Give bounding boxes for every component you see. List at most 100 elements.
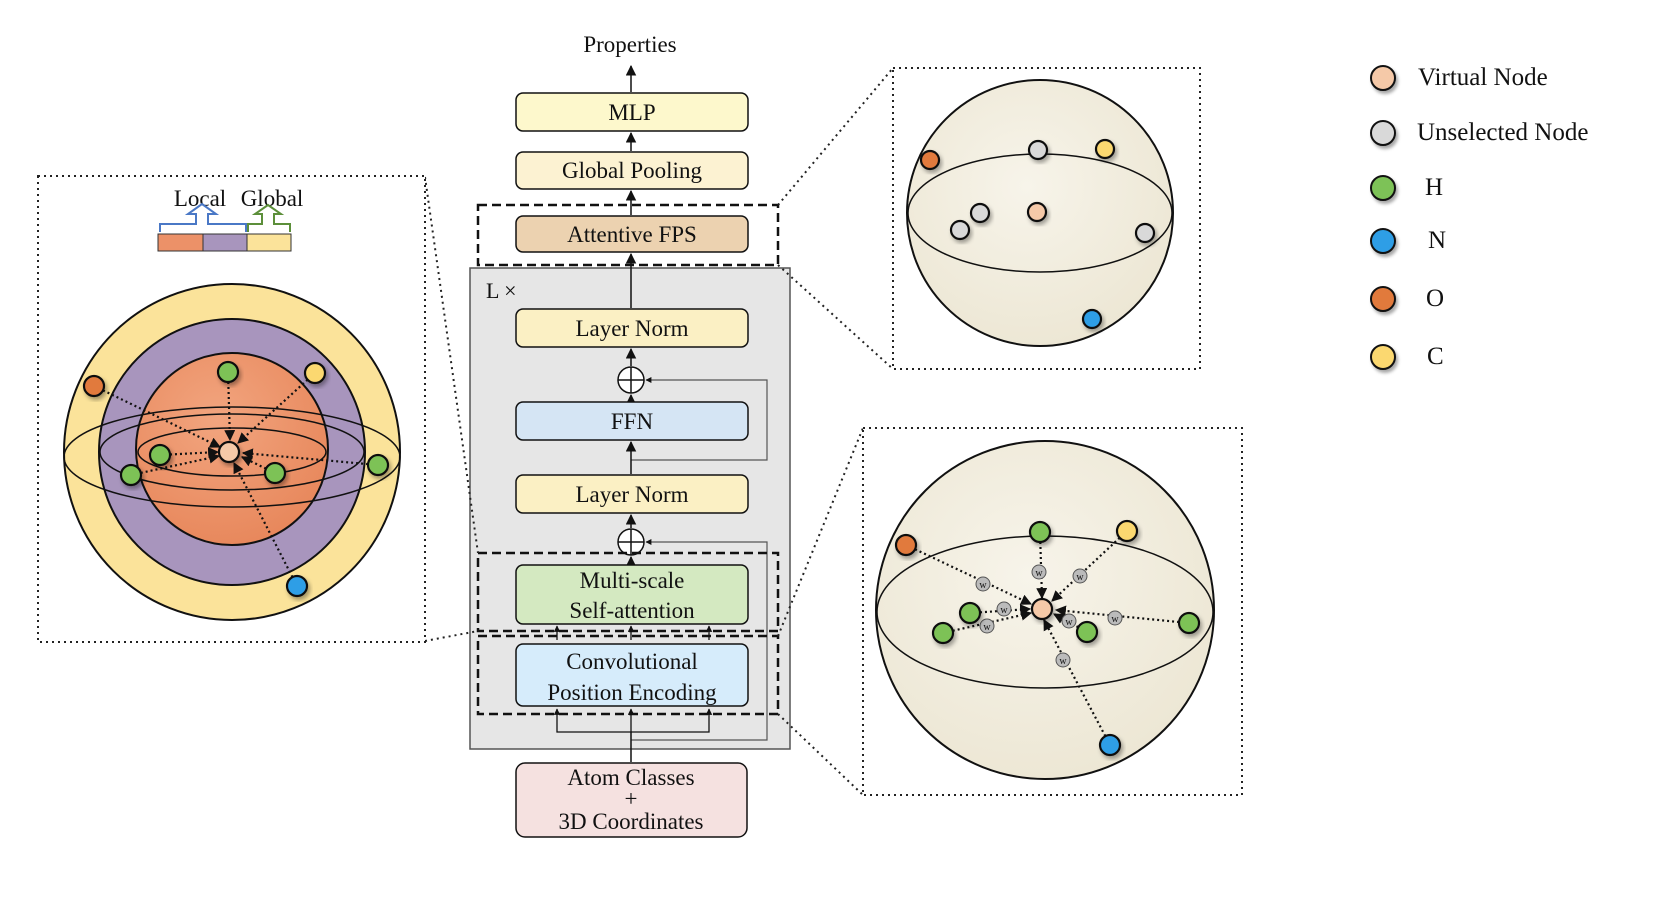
- connector-topright-bottom: [777, 264, 894, 370]
- node-h: [1028, 520, 1052, 544]
- inner-equator: [137, 427, 327, 477]
- conv-position-line1: Convolutional: [566, 649, 698, 674]
- connector-bottomright-bottom: [777, 713, 864, 796]
- mlp-label: MLP: [608, 100, 655, 125]
- arrow-input-cpe-right: [631, 708, 713, 733]
- unselected-node: [969, 202, 991, 224]
- layer-norm-bottom-label: Layer Norm: [575, 482, 688, 507]
- layer-norm-top-box: [515, 308, 749, 348]
- output-label: Properties: [583, 32, 676, 57]
- conv-position-line2: Position Encoding: [547, 680, 717, 705]
- layer-norm-top-label: Layer Norm: [575, 316, 688, 341]
- global-pooling-label: Global Pooling: [562, 158, 702, 183]
- node-h: [148, 443, 172, 467]
- unselected-node: [949, 219, 971, 241]
- attentive-fps-label: Attentive FPS: [567, 222, 697, 247]
- svg-text:w: w: [1000, 605, 1008, 616]
- multiscale-line1: Multi-scale: [580, 568, 685, 593]
- node-n: [1081, 308, 1103, 330]
- virtual-node: [1030, 597, 1054, 621]
- unselected-node: [1134, 222, 1156, 244]
- local-bracket-arrow: [159, 202, 247, 232]
- global-pooling-box: [515, 151, 749, 190]
- svg-text:w: w: [1065, 617, 1073, 628]
- svg-text:w: w: [979, 580, 987, 591]
- node-h: [958, 601, 982, 625]
- legend-item-unselected: Unselected Node: [1370, 113, 1588, 153]
- legend-swatch: [1370, 175, 1396, 201]
- legend-item-o: O: [1370, 279, 1444, 319]
- layer-norm-bottom-box: [515, 474, 749, 514]
- fps-sampling-panel: [892, 67, 1201, 370]
- node-h: [216, 360, 240, 384]
- legend-item-c: C: [1370, 337, 1444, 377]
- node-o: [894, 533, 918, 557]
- connector-topright-top: [777, 67, 894, 206]
- input-line3: 3D Coordinates: [558, 809, 703, 834]
- ffn-box: [515, 401, 749, 441]
- node-n: [285, 574, 309, 598]
- legend-label: Unselected Node: [1417, 119, 1589, 146]
- node-h: [366, 453, 390, 477]
- weight-marker: w: [996, 601, 1012, 617]
- weight-marker: w: [1061, 613, 1077, 629]
- residual-add-top: [617, 366, 645, 394]
- multiscale-line2: Self-attention: [569, 598, 695, 623]
- multiscale-attention-box: [515, 564, 749, 625]
- weight-marker: w: [1072, 568, 1088, 584]
- ffn-label: FFN: [611, 409, 654, 434]
- virtual-node: [217, 440, 241, 464]
- svg-text:w: w: [1035, 568, 1043, 579]
- legend-item-h: H: [1370, 168, 1443, 208]
- legend-swatch: [1370, 286, 1396, 312]
- left-attention-links: [93, 371, 379, 587]
- residual-path-ffn: [631, 377, 768, 461]
- node-h: [263, 461, 287, 485]
- cpe-dashed-frame: [476, 634, 780, 716]
- legend-swatch: [1370, 344, 1396, 370]
- svg-text:w: w: [1111, 614, 1119, 625]
- global-bracket-arrow: [247, 203, 291, 232]
- local-label: Local: [174, 186, 226, 211]
- msa-dashed-frame: [476, 551, 780, 633]
- svg-text:w: w: [983, 622, 991, 633]
- node-h: [1177, 611, 1201, 635]
- fps-dashed-frame: [476, 203, 780, 267]
- weight-marker: w: [975, 576, 991, 592]
- node-o: [919, 149, 941, 171]
- legend-item-virtual: Virtual Node: [1370, 58, 1548, 98]
- legend-label: C: [1427, 343, 1444, 370]
- residual-path-attention: [631, 539, 768, 741]
- left-nodes: [82, 360, 390, 598]
- legend-label: O: [1426, 285, 1445, 312]
- node-h: [119, 463, 143, 487]
- scale-bar-global: [246, 233, 292, 252]
- legend-swatch: [1370, 65, 1396, 91]
- weighted-attention-panel: w w w w w w w w: [862, 427, 1243, 796]
- node-c: [1115, 519, 1139, 543]
- residual-add-bottom: [617, 528, 645, 556]
- mlp-box: [515, 92, 749, 132]
- attentive-fps-box: [515, 215, 749, 253]
- weight-marker: w: [979, 618, 995, 634]
- legend-label: N: [1428, 227, 1447, 254]
- scale-bar-local-2: [202, 233, 248, 252]
- input-box: [515, 762, 748, 838]
- node-c: [303, 361, 327, 385]
- legend-label: Virtual Node: [1418, 64, 1548, 91]
- repeat-label: L ×: [486, 278, 517, 303]
- weight-marker: w: [1107, 610, 1123, 626]
- left-multiscale-panel: Local Global: [37, 175, 426, 643]
- flowchart: L × Properties MLP Global Pooling Attent…: [469, 32, 791, 838]
- weight-marker: w: [1031, 564, 1047, 580]
- conv-position-box: [515, 643, 749, 707]
- zoom-connectors: [424, 67, 894, 796]
- connector-bottomright-top: [777, 427, 864, 637]
- fps-nodes: [919, 138, 1156, 330]
- svg-text:w: w: [1059, 656, 1067, 667]
- node-n: [1098, 733, 1122, 757]
- weighted-nodes: [894, 519, 1201, 757]
- node-h: [931, 621, 955, 645]
- scale-bar-local-1: [157, 233, 204, 252]
